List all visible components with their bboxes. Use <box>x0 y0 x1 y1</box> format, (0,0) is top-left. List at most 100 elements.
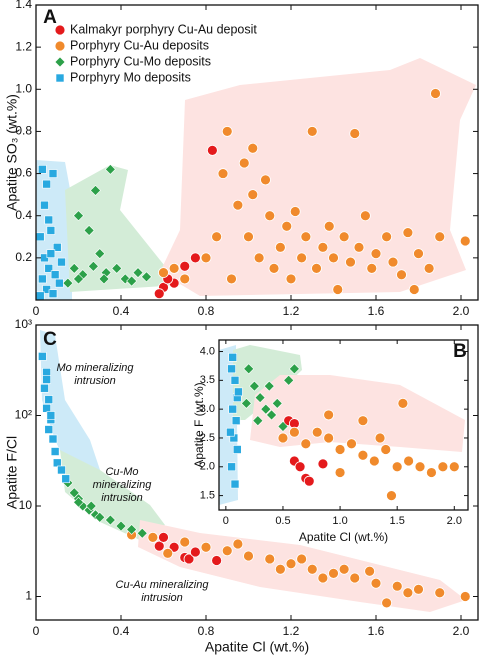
point <box>353 241 365 253</box>
point <box>40 383 49 393</box>
point <box>200 541 212 553</box>
point <box>115 520 127 532</box>
panel-a: 0 0.4 0.8 1.2 1.6 2.0 0.2 0.4 0.6 0.8 1.0 1.2 1.4 Apa… <box>4 0 479 318</box>
point <box>46 249 56 258</box>
point <box>48 289 58 298</box>
point <box>168 262 180 274</box>
annotation: Cu-Au mineralizing <box>116 579 210 591</box>
point <box>42 179 51 189</box>
point <box>87 260 99 272</box>
point <box>147 531 159 543</box>
point <box>434 231 446 243</box>
point <box>179 260 191 272</box>
point <box>153 540 165 552</box>
point <box>141 271 152 283</box>
point <box>370 577 382 589</box>
point <box>402 227 414 238</box>
point <box>42 368 51 377</box>
point <box>228 404 238 414</box>
legend-marker <box>54 40 66 52</box>
plot-frame <box>35 4 479 301</box>
point <box>397 397 409 409</box>
point <box>426 467 437 478</box>
legend-label: Porphyry Mo deposits <box>70 70 191 84</box>
point <box>73 273 84 285</box>
point <box>281 220 293 232</box>
point <box>459 235 471 247</box>
point <box>423 262 435 274</box>
point <box>346 438 357 450</box>
y-tick-label: 3.0 <box>200 403 215 415</box>
point <box>57 465 66 475</box>
y-tick-label: 1.0 <box>15 81 32 95</box>
point <box>266 409 277 421</box>
point <box>50 447 60 456</box>
x-tick-label: 0 <box>33 304 40 318</box>
point <box>183 553 195 565</box>
point <box>230 479 240 489</box>
x-tick-label: 1.5 <box>390 515 405 527</box>
point <box>247 189 259 201</box>
point <box>317 458 329 470</box>
legend-marker <box>54 56 66 68</box>
point <box>288 426 300 438</box>
point <box>247 142 259 154</box>
x-tick-label: 1.6 <box>368 304 385 318</box>
point <box>243 231 254 243</box>
point <box>277 432 289 444</box>
point <box>248 380 260 392</box>
panel-b: 0 0.5 1.0 1.5 2.0 1.5 2.0 2.5 3.0 3.5 4.0 Apatite C… <box>192 339 469 544</box>
point <box>391 461 403 473</box>
point <box>231 416 241 425</box>
point <box>277 421 289 432</box>
point <box>323 432 335 444</box>
point <box>42 375 51 384</box>
point <box>35 291 45 301</box>
point <box>38 165 47 174</box>
y-axis-title: Apatite SO₃ (wt.%) <box>4 94 20 211</box>
y-tick-label: 0.4 <box>15 208 32 222</box>
y-tick-label: 0.6 <box>15 166 32 180</box>
point <box>90 185 101 196</box>
point <box>44 425 54 434</box>
x-tick-label: 0 <box>33 624 40 638</box>
y-tick-label: 0.2 <box>15 250 32 264</box>
annotation: Mo mineralizing <box>56 362 134 374</box>
point <box>306 563 318 575</box>
x-tick-label: 0 <box>223 515 229 527</box>
point <box>387 256 399 268</box>
point <box>264 553 276 565</box>
point <box>46 411 56 420</box>
x-tick-label: 0.4 <box>113 304 130 318</box>
y-tick-label: 2.5 <box>200 432 215 444</box>
point <box>243 550 254 562</box>
plot-frame <box>218 339 469 511</box>
point <box>296 553 308 565</box>
x-tick-label: 0.8 <box>198 624 215 638</box>
point <box>206 144 218 156</box>
point <box>311 426 323 438</box>
x-tick-label: 0.4 <box>113 624 130 638</box>
point <box>311 262 322 274</box>
x-tick-label: 2.0 <box>453 624 470 638</box>
x-tick-label: 1.0 <box>332 515 347 527</box>
point <box>306 126 318 137</box>
point <box>294 461 306 473</box>
y-tick-label: 1 <box>25 589 32 603</box>
point <box>323 220 335 232</box>
region <box>60 450 165 540</box>
point <box>268 262 280 274</box>
y-tick-label: 1.4 <box>15 0 32 11</box>
region <box>65 165 180 292</box>
annotation: intrusion <box>141 592 183 604</box>
point <box>357 415 369 427</box>
y-axis-title: Apatite F (wt.%) <box>192 382 206 467</box>
point <box>368 455 380 467</box>
point <box>35 232 45 242</box>
annotation: intrusion <box>101 492 143 504</box>
point <box>459 591 471 602</box>
point <box>83 225 95 236</box>
legend-label: Kalmakyr porphyry Cu-Au deposit <box>70 22 257 36</box>
x-tick-label: 1.6 <box>368 624 385 638</box>
point <box>403 455 415 467</box>
